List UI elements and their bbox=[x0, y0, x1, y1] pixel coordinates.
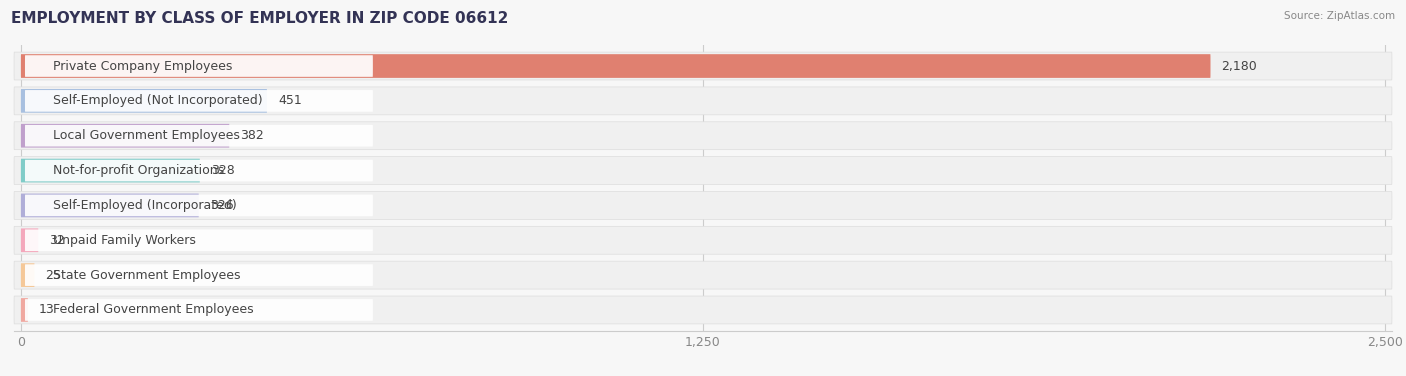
Text: 2,180: 2,180 bbox=[1222, 59, 1257, 73]
FancyBboxPatch shape bbox=[25, 195, 373, 216]
FancyBboxPatch shape bbox=[25, 125, 373, 147]
FancyBboxPatch shape bbox=[25, 299, 373, 321]
Text: 326: 326 bbox=[209, 199, 233, 212]
Text: Private Company Employees: Private Company Employees bbox=[53, 59, 232, 73]
FancyBboxPatch shape bbox=[14, 191, 1392, 219]
FancyBboxPatch shape bbox=[21, 194, 198, 217]
Text: Source: ZipAtlas.com: Source: ZipAtlas.com bbox=[1284, 11, 1395, 21]
Text: 382: 382 bbox=[240, 129, 264, 142]
FancyBboxPatch shape bbox=[25, 229, 373, 251]
FancyBboxPatch shape bbox=[25, 264, 373, 286]
Text: Not-for-profit Organizations: Not-for-profit Organizations bbox=[53, 164, 224, 177]
FancyBboxPatch shape bbox=[14, 52, 1392, 80]
FancyBboxPatch shape bbox=[14, 296, 1392, 324]
FancyBboxPatch shape bbox=[25, 55, 373, 77]
FancyBboxPatch shape bbox=[14, 261, 1392, 289]
Text: Unpaid Family Workers: Unpaid Family Workers bbox=[53, 234, 195, 247]
FancyBboxPatch shape bbox=[21, 263, 35, 287]
FancyBboxPatch shape bbox=[14, 157, 1392, 185]
Text: Federal Government Employees: Federal Government Employees bbox=[53, 303, 253, 317]
FancyBboxPatch shape bbox=[14, 226, 1392, 254]
Text: 328: 328 bbox=[211, 164, 235, 177]
Text: EMPLOYMENT BY CLASS OF EMPLOYER IN ZIP CODE 06612: EMPLOYMENT BY CLASS OF EMPLOYER IN ZIP C… bbox=[11, 11, 509, 26]
Text: Local Government Employees: Local Government Employees bbox=[53, 129, 239, 142]
Text: 25: 25 bbox=[45, 268, 62, 282]
Text: 32: 32 bbox=[49, 234, 65, 247]
FancyBboxPatch shape bbox=[14, 122, 1392, 150]
Text: 451: 451 bbox=[278, 94, 302, 108]
Text: Self-Employed (Not Incorporated): Self-Employed (Not Incorporated) bbox=[53, 94, 263, 108]
FancyBboxPatch shape bbox=[25, 160, 373, 181]
FancyBboxPatch shape bbox=[25, 90, 373, 112]
FancyBboxPatch shape bbox=[21, 89, 267, 113]
Text: 13: 13 bbox=[39, 303, 55, 317]
FancyBboxPatch shape bbox=[21, 54, 1211, 78]
Text: State Government Employees: State Government Employees bbox=[53, 268, 240, 282]
FancyBboxPatch shape bbox=[21, 124, 229, 147]
FancyBboxPatch shape bbox=[21, 159, 200, 182]
FancyBboxPatch shape bbox=[21, 298, 28, 322]
FancyBboxPatch shape bbox=[21, 229, 38, 252]
FancyBboxPatch shape bbox=[14, 87, 1392, 115]
Text: Self-Employed (Incorporated): Self-Employed (Incorporated) bbox=[53, 199, 236, 212]
